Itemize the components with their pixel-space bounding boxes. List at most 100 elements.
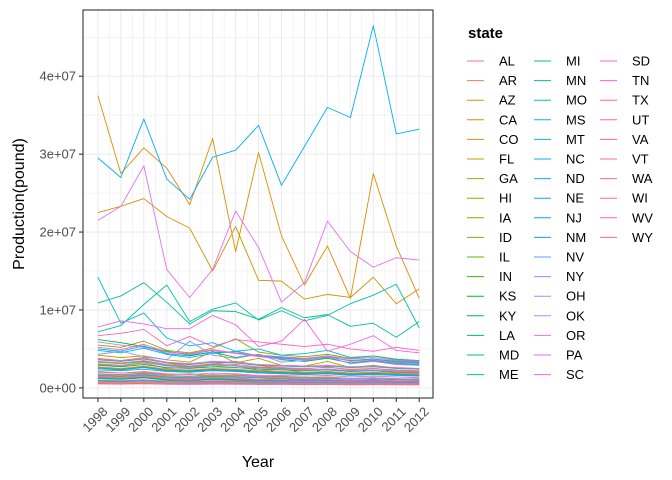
legend-label-tx: TX bbox=[632, 93, 649, 108]
legend-item-al: AL bbox=[467, 54, 515, 69]
legend-item-ky: KY bbox=[467, 308, 517, 323]
panel-border bbox=[82, 9, 434, 399]
legend-item-mt: MT bbox=[534, 132, 585, 147]
legend-item-nj: NJ bbox=[534, 210, 582, 225]
legend-label-mn: MN bbox=[566, 73, 586, 88]
legend-item-hi: HI bbox=[467, 191, 512, 206]
legend-label-me: ME bbox=[499, 367, 519, 382]
legend-label-ia: IA bbox=[499, 210, 512, 225]
legend-label-nv: NV bbox=[566, 250, 584, 265]
legend-label-ne: NE bbox=[566, 191, 584, 206]
legend-item-wa: WA bbox=[600, 171, 653, 186]
legend-label-wv: WV bbox=[632, 210, 653, 225]
series-line-md bbox=[97, 380, 420, 384]
series-line-mt bbox=[97, 277, 420, 362]
series-line-tx bbox=[97, 328, 420, 352]
legend-label-ky: KY bbox=[499, 308, 517, 323]
legend-item-nv: NV bbox=[534, 250, 584, 265]
legend-label-az: AZ bbox=[499, 93, 516, 108]
legend-item-id: ID bbox=[467, 230, 512, 245]
y-axis-title: Production(pound) bbox=[11, 138, 28, 270]
legend-item-la: LA bbox=[467, 328, 515, 343]
legend-label-md: MD bbox=[499, 348, 519, 363]
legend-item-vt: VT bbox=[600, 152, 649, 167]
series-line-mn bbox=[97, 283, 420, 333]
series-line-mo bbox=[97, 358, 420, 370]
legend-label-la: LA bbox=[499, 328, 515, 343]
legend-item-pa: PA bbox=[534, 348, 583, 363]
legend-label-fl: FL bbox=[499, 152, 514, 167]
series-line-sc bbox=[97, 371, 420, 379]
series-line-vt bbox=[97, 381, 420, 385]
legend-item-wy: WY bbox=[600, 230, 653, 245]
y-tick-label: 1e+07 bbox=[39, 302, 76, 317]
legend-item-sc: SC bbox=[534, 367, 584, 382]
legend-item-ga: GA bbox=[467, 171, 518, 186]
legend-item-ny: NY bbox=[534, 269, 584, 284]
legend-label-pa: PA bbox=[566, 348, 583, 363]
legend-item-tn: TN bbox=[600, 73, 649, 88]
legend-item-md: MD bbox=[467, 348, 519, 363]
legend-label-id: ID bbox=[499, 230, 512, 245]
series-line-me bbox=[97, 374, 420, 381]
legend-item-mi: MI bbox=[534, 54, 580, 69]
y-tick-label: 3e+07 bbox=[39, 147, 76, 162]
series-line-co bbox=[97, 198, 420, 305]
legend-item-sd: SD bbox=[600, 54, 650, 69]
series-line-wa bbox=[97, 365, 420, 375]
panel-background bbox=[83, 10, 433, 398]
legend-item-me: ME bbox=[467, 367, 519, 382]
legend-label-ks: KS bbox=[499, 289, 517, 304]
legend-item-in: IN bbox=[467, 269, 512, 284]
legend-item-ca: CA bbox=[467, 112, 517, 127]
legend-label-il: IL bbox=[499, 250, 510, 265]
series-line-wv bbox=[97, 383, 420, 386]
legend-item-nm: NM bbox=[534, 230, 586, 245]
series-lines bbox=[97, 25, 420, 386]
legend-label-nd: ND bbox=[566, 171, 585, 186]
legend-label-wi: WI bbox=[632, 191, 648, 206]
legend-label-ny: NY bbox=[566, 269, 584, 284]
legend-label-sd: SD bbox=[632, 54, 650, 69]
legend-label-nj: NJ bbox=[566, 210, 582, 225]
legend-label-mi: MI bbox=[566, 54, 580, 69]
series-line-in bbox=[97, 366, 420, 376]
legend-label-co: CO bbox=[499, 132, 519, 147]
legend-label-wy: WY bbox=[632, 230, 653, 245]
y-tick-label: 4e+07 bbox=[39, 69, 76, 84]
series-line-ca bbox=[97, 95, 420, 299]
legend-label-ut: UT bbox=[632, 112, 649, 127]
legend-label-hi: HI bbox=[499, 191, 512, 206]
series-line-tn bbox=[97, 360, 420, 372]
legend-item-oh: OH bbox=[534, 289, 586, 304]
legend-item-or: OR bbox=[534, 328, 586, 343]
major-gridlines bbox=[83, 10, 433, 398]
legend-item-ne: NE bbox=[534, 191, 584, 206]
series-line-nj bbox=[97, 376, 420, 382]
legend-label-ar: AR bbox=[499, 73, 517, 88]
legend-item-mn: MN bbox=[534, 73, 586, 88]
series-line-mi bbox=[97, 282, 420, 338]
legend-item-ms: MS bbox=[534, 112, 586, 127]
legend-item-va: VA bbox=[600, 132, 649, 147]
y-tick-label: 2e+07 bbox=[39, 225, 76, 240]
series-line-wy bbox=[97, 379, 420, 383]
series-line-nm bbox=[97, 367, 420, 376]
legend-label-mt: MT bbox=[566, 132, 585, 147]
x-axis-title: Year bbox=[242, 454, 275, 471]
series-line-wi bbox=[97, 343, 420, 362]
legend-item-ks: KS bbox=[467, 289, 517, 304]
legend-label-nc: NC bbox=[566, 152, 585, 167]
legend-label-va: VA bbox=[632, 132, 649, 147]
legend-item-mo: MO bbox=[534, 93, 587, 108]
series-line-ne bbox=[97, 25, 420, 200]
legend-items: AL AR AZ CA CO FL GA HI IA ID IL IN KS KY LA MD ME MI MN MO… bbox=[467, 54, 653, 382]
y-tick-label: 0e+00 bbox=[39, 380, 76, 395]
legend-label-ok: OK bbox=[566, 308, 585, 323]
legend-label-or: OR bbox=[566, 328, 586, 343]
y-axis: 0e+00 1e+07 2e+07 3e+07 4e+07 bbox=[39, 69, 83, 395]
series-line-ut bbox=[97, 357, 420, 369]
legend-label-vt: VT bbox=[632, 152, 649, 167]
legend-label-ga: GA bbox=[499, 171, 518, 186]
legend-label-ca: CA bbox=[499, 112, 517, 127]
